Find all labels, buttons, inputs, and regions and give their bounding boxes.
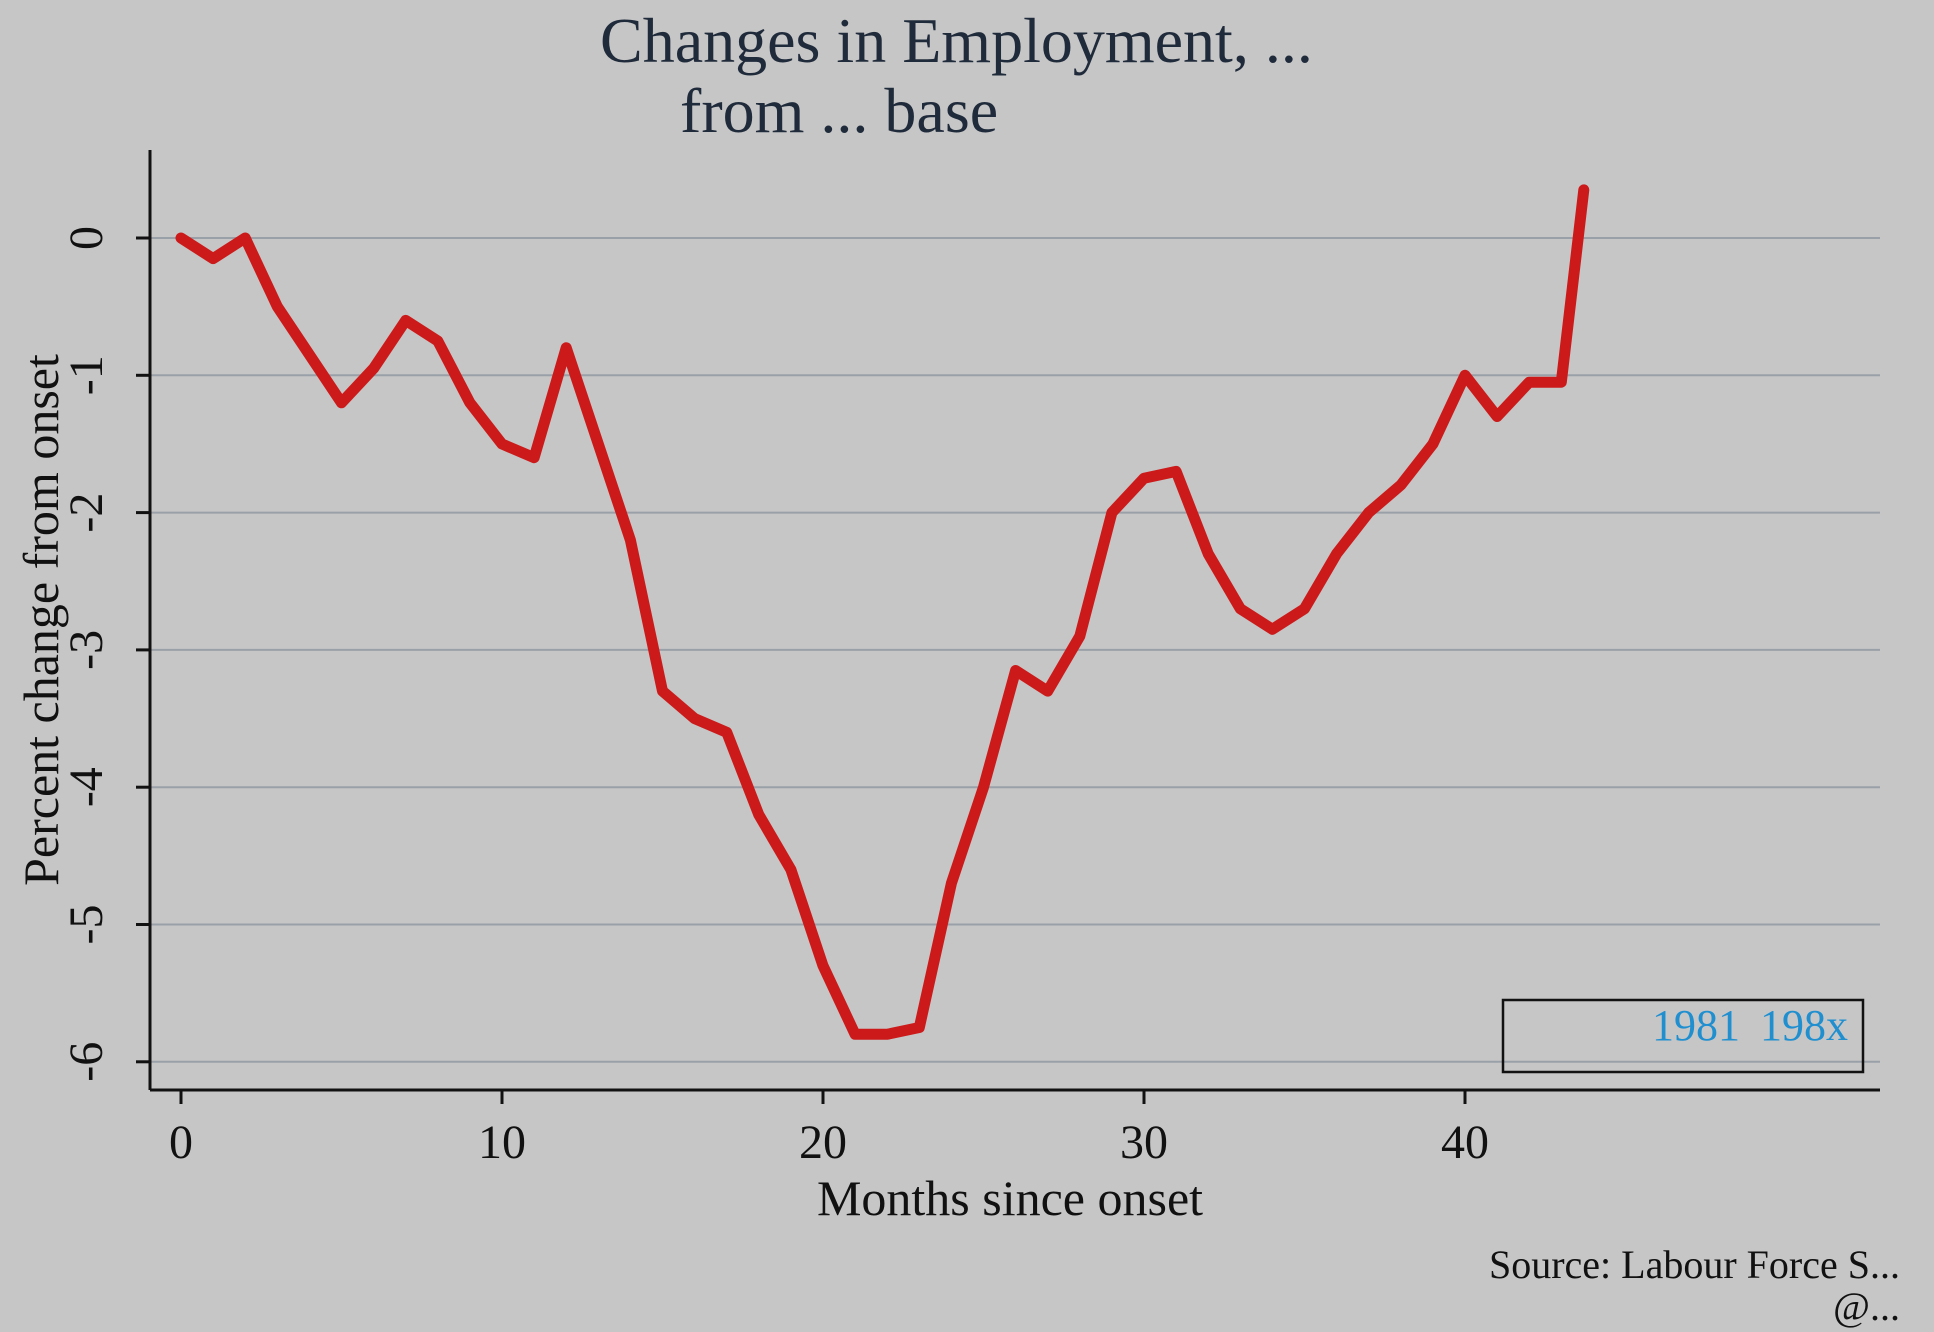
credit-note: @... <box>1833 1284 1900 1329</box>
y-axis-label: Percent change from onset <box>13 354 69 886</box>
legend-entry-1981: 1981 <box>1652 1001 1740 1050</box>
source-note: Source: Labour Force S... <box>1489 1242 1900 1287</box>
x-tick-label: 40 <box>1441 1116 1489 1169</box>
chart-title: Changes in Employment, ... <box>600 5 1313 76</box>
legend-box <box>1501 998 1865 1074</box>
series-line <box>175 184 1590 1040</box>
x-axis-ticks: 0 10 20 30 40 <box>169 1090 1489 1169</box>
y-tick-label: -4 <box>60 767 113 807</box>
legend-entry-198x: 198x <box>1760 1001 1848 1050</box>
x-tick-label: 0 <box>169 1116 193 1169</box>
y-tick-label: 0 <box>60 226 113 250</box>
y-tick-label: -5 <box>60 905 113 945</box>
series-layer <box>175 184 1590 1040</box>
x-tick-label: 20 <box>799 1116 847 1169</box>
axes <box>148 150 1880 1092</box>
y-tick-label: -6 <box>60 1042 113 1082</box>
grid-lines <box>150 237 1880 1063</box>
y-axis-ticks: 0 -1 -2 -3 -4 -5 -6 <box>60 226 150 1082</box>
y-tick-label: -3 <box>60 630 113 670</box>
x-tick-label: 10 <box>478 1116 526 1169</box>
legend: 1981 198x <box>1501 998 1865 1074</box>
x-tick-label: 30 <box>1120 1116 1168 1169</box>
y-tick-label: -1 <box>60 355 113 395</box>
chart-subtitle: from ... base <box>680 75 998 146</box>
x-axis-label: Months since onset <box>817 1170 1203 1226</box>
y-tick-label: -2 <box>60 493 113 533</box>
